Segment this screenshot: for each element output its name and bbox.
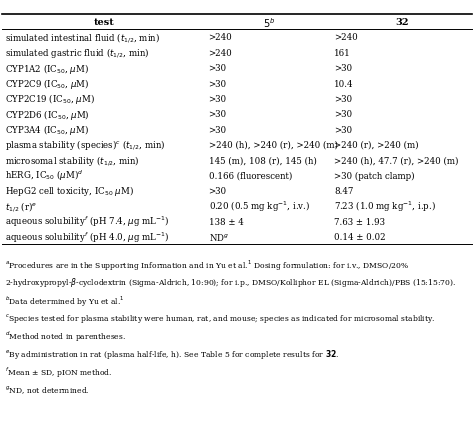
Text: CYP2C9 (IC$_{50}$, $\mu$M): CYP2C9 (IC$_{50}$, $\mu$M) bbox=[5, 77, 89, 91]
Text: $\mathit{5}^{b}$: $\mathit{5}^{b}$ bbox=[263, 16, 275, 29]
Text: CYP2D6 (IC$_{50}$, $\mu$M): CYP2D6 (IC$_{50}$, $\mu$M) bbox=[5, 107, 90, 121]
Text: $^{b}$Data determined by Yu et al.$^{1}$: $^{b}$Data determined by Yu et al.$^{1}$ bbox=[5, 294, 125, 308]
Text: 0.20 (0.5 mg kg$^{-1}$, i.v.): 0.20 (0.5 mg kg$^{-1}$, i.v.) bbox=[209, 199, 310, 213]
Text: microsomal stability ($t_{1/2}$, min): microsomal stability ($t_{1/2}$, min) bbox=[5, 153, 139, 167]
Text: >30: >30 bbox=[209, 125, 227, 134]
Text: hERG, IC$_{50}$ ($\mu$M)$^{d}$: hERG, IC$_{50}$ ($\mu$M)$^{d}$ bbox=[5, 169, 83, 183]
Text: 138 ± 4: 138 ± 4 bbox=[209, 217, 243, 226]
Text: >240: >240 bbox=[209, 33, 232, 42]
Text: CYP3A4 (IC$_{50}$, $\mu$M): CYP3A4 (IC$_{50}$, $\mu$M) bbox=[5, 123, 89, 137]
Text: $^{a}$Procedures are in the Supporting Information and in Yu et al.$^{1}$ Dosing: $^{a}$Procedures are in the Supporting I… bbox=[5, 258, 409, 272]
Text: >30: >30 bbox=[334, 125, 352, 134]
Text: HepG2 cell toxicity, IC$_{50}$ $\mu$M): HepG2 cell toxicity, IC$_{50}$ $\mu$M) bbox=[5, 184, 134, 198]
Text: >30: >30 bbox=[209, 79, 227, 88]
Text: 10.4: 10.4 bbox=[334, 79, 354, 88]
Text: $^{g}$ND, not determined.: $^{g}$ND, not determined. bbox=[5, 383, 90, 394]
Text: >240: >240 bbox=[209, 49, 232, 58]
Text: >240 (h), 47.7 (r), >240 (m): >240 (h), 47.7 (r), >240 (m) bbox=[334, 156, 459, 165]
Text: 0.14 ± 0.02: 0.14 ± 0.02 bbox=[334, 233, 386, 242]
Text: >30: >30 bbox=[209, 187, 227, 196]
Text: >30: >30 bbox=[334, 110, 352, 119]
Text: >240: >240 bbox=[334, 33, 358, 42]
Text: CYP1A2 (IC$_{50}$, $\mu$M): CYP1A2 (IC$_{50}$, $\mu$M) bbox=[5, 61, 89, 75]
Text: 32: 32 bbox=[395, 18, 409, 27]
Text: aqueous solubility$^{f}$ (pH 4.0, $\mu$g mL$^{-1}$): aqueous solubility$^{f}$ (pH 4.0, $\mu$g… bbox=[5, 230, 169, 244]
Text: ND$^{g}$: ND$^{g}$ bbox=[209, 231, 228, 242]
Text: >30 (patch clamp): >30 (patch clamp) bbox=[334, 171, 415, 180]
Text: $^{c}$Species tested for plasma stability were human, rat, and mouse; species as: $^{c}$Species tested for plasma stabilit… bbox=[5, 311, 435, 324]
Text: >240 (r), >240 (m): >240 (r), >240 (m) bbox=[334, 141, 419, 150]
Text: 145 (m), 108 (r), 145 (h): 145 (m), 108 (r), 145 (h) bbox=[209, 156, 317, 165]
Text: $t_{1/2}$ (r)$^{e}$: $t_{1/2}$ (r)$^{e}$ bbox=[5, 199, 37, 213]
Text: aqueous solubility$^{f}$ (pH 7.4, $\mu$g mL$^{-1}$): aqueous solubility$^{f}$ (pH 7.4, $\mu$g… bbox=[5, 214, 169, 229]
Text: $^{e}$By administration in rat (plasma half-life, h). See Table 5 for complete r: $^{e}$By administration in rat (plasma h… bbox=[5, 347, 339, 360]
Text: $^{f}$Mean ± SD, pION method.: $^{f}$Mean ± SD, pION method. bbox=[5, 365, 112, 380]
Text: simulated intestinal fluid ($t_{1/2}$, min): simulated intestinal fluid ($t_{1/2}$, m… bbox=[5, 31, 160, 45]
Text: 7.23 (1.0 mg kg$^{-1}$, i.p.): 7.23 (1.0 mg kg$^{-1}$, i.p.) bbox=[334, 199, 436, 213]
Text: $^{d}$Method noted in parentheses.: $^{d}$Method noted in parentheses. bbox=[5, 329, 126, 344]
Text: >30: >30 bbox=[209, 64, 227, 73]
Text: CYP2C19 (IC$_{50}$, $\mu$M): CYP2C19 (IC$_{50}$, $\mu$M) bbox=[5, 92, 95, 106]
Text: >30: >30 bbox=[334, 95, 352, 104]
Text: >30: >30 bbox=[334, 64, 352, 73]
Text: 2-hydroxypropyl-$\beta$-cyclodextrin (Sigma-Aldrich, 10:90); for i.p., DMSO/Koll: 2-hydroxypropyl-$\beta$-cyclodextrin (Si… bbox=[5, 276, 456, 288]
Text: >30: >30 bbox=[209, 110, 227, 119]
Text: plasma stability (species)$^{c}$ ($t_{1/2}$, min): plasma stability (species)$^{c}$ ($t_{1/… bbox=[5, 138, 165, 152]
Text: 161: 161 bbox=[334, 49, 351, 58]
Text: simulated gastric fluid ($t_{1/2}$, min): simulated gastric fluid ($t_{1/2}$, min) bbox=[5, 46, 149, 60]
Text: >240 (h), >240 (r), >240 (m): >240 (h), >240 (r), >240 (m) bbox=[209, 141, 337, 150]
Text: 0.166 (fluorescent): 0.166 (fluorescent) bbox=[209, 171, 292, 180]
Text: >30: >30 bbox=[209, 95, 227, 104]
Text: test: test bbox=[94, 18, 115, 27]
Text: 7.63 ± 1.93: 7.63 ± 1.93 bbox=[334, 217, 385, 226]
Text: 8.47: 8.47 bbox=[334, 187, 354, 196]
